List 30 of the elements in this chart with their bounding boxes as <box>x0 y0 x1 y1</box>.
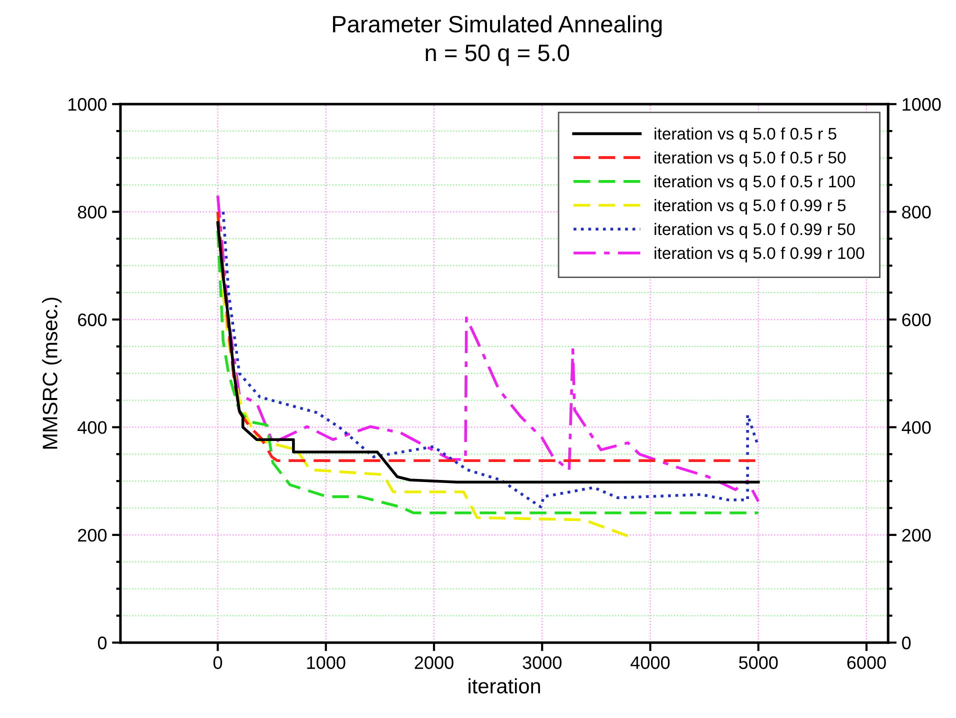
y-tick-label: 1000 <box>68 98 107 111</box>
y-tick-label: 800 <box>78 206 107 219</box>
chart-subtitle: n = 50 q = 5.0 <box>426 44 570 66</box>
legend-label: iteration vs q 5.0 f 0.5 r 100 <box>654 175 855 191</box>
x-tick-label: 5000 <box>739 656 778 670</box>
legend-label: iteration vs q 5.0 f 0.99 r 100 <box>654 246 864 262</box>
x-tick-label: 3000 <box>522 656 562 670</box>
x-tick-label: 0 <box>213 656 222 670</box>
legend-label: iteration vs q 5.0 f 0.99 r 5 <box>654 199 846 215</box>
x-tick-label: 1000 <box>307 656 346 670</box>
legend-label: iteration vs q 5.0 f 0.99 r 50 <box>654 222 855 238</box>
legend-label: iteration vs q 5.0 f 0.5 r 50 <box>654 151 846 167</box>
chart-title: Parameter Simulated Annealing <box>333 15 662 38</box>
y2-tick-label: 1000 <box>902 98 941 111</box>
x-tick-label: 2000 <box>414 656 454 670</box>
y2-tick-label: 600 <box>902 313 931 326</box>
y-axis-title: MMSRC (msec.) <box>42 298 62 449</box>
y2-tick-label: 0 <box>902 636 911 650</box>
y2-tick-label: 800 <box>902 206 931 219</box>
x-tick-label: 4000 <box>630 656 670 670</box>
y2-tick-label: 400 <box>902 421 931 434</box>
y-tick-label: 600 <box>78 313 107 326</box>
x-tick-label: 6000 <box>847 656 886 670</box>
legend-label: iteration vs q 5.0 f 0.5 r 5 <box>654 127 836 143</box>
x-axis-title: iteration <box>468 678 540 694</box>
line-series <box>216 213 630 538</box>
y2-tick-label: 200 <box>902 528 931 542</box>
y-tick-label: 400 <box>78 421 107 434</box>
y-tick-label: 0 <box>98 636 107 650</box>
y-tick-label: 200 <box>78 528 107 542</box>
